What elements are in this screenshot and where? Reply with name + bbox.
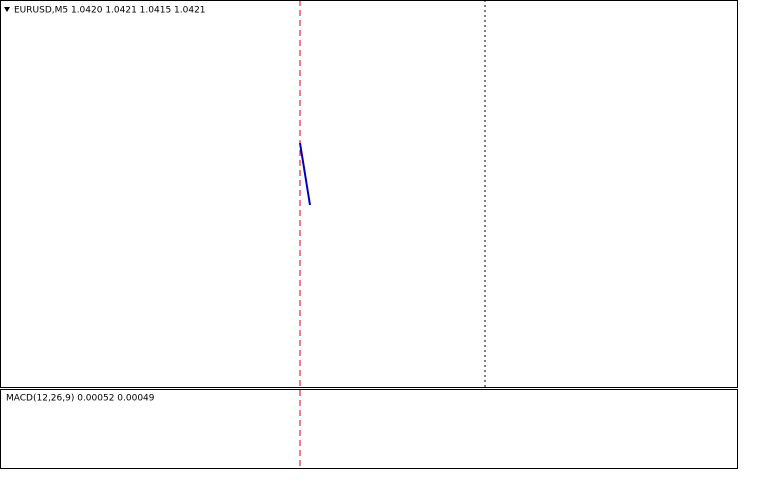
macd-title: MACD(12,26,9) 0.00052 0.00049 <box>6 394 155 404</box>
main-frame <box>0 0 738 388</box>
drawn-trendline <box>299 142 311 206</box>
collapse-icon <box>4 7 10 12</box>
macd-frame <box>0 389 738 469</box>
chart-title: EURUSD,M5 1.0420 1.0421 1.0415 1.0421 <box>14 6 206 16</box>
